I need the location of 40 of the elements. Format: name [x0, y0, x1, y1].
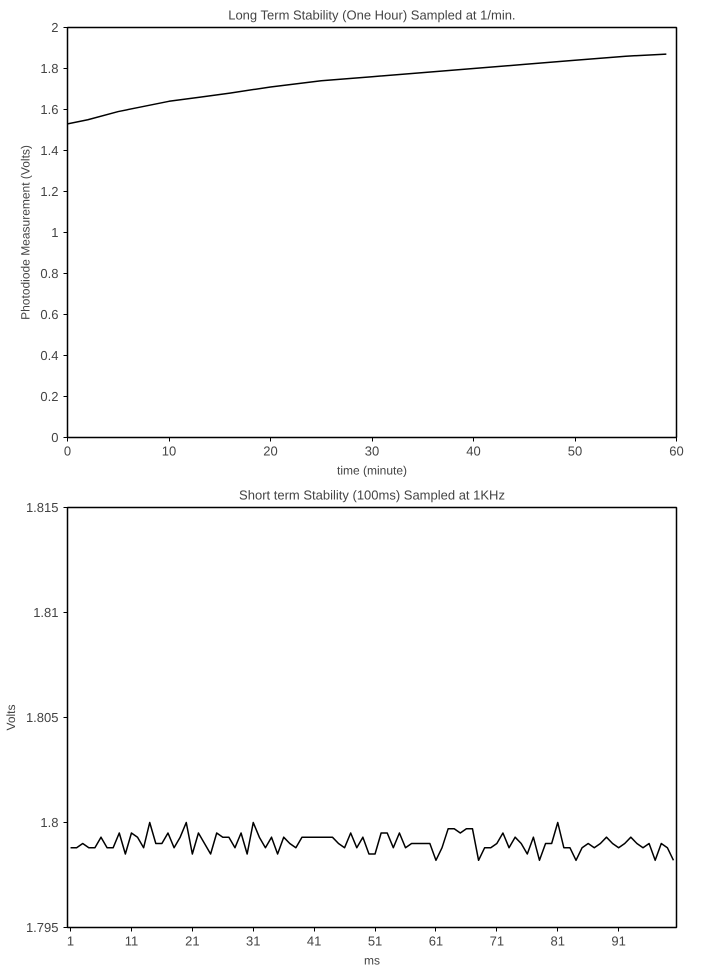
- chart-title: Long Term Stability (One Hour) Sampled at 1/min.: [228, 8, 516, 22]
- y-tick-label: 1.6: [40, 102, 59, 117]
- x-tick-label: 0: [64, 444, 72, 458]
- x-tick-label: 61: [428, 934, 444, 948]
- y-tick-label: 0: [51, 430, 59, 445]
- x-tick-label: 51: [368, 934, 382, 948]
- x-tick-label: 60: [669, 444, 684, 458]
- y-tick-label: 1: [51, 225, 59, 240]
- y-tick-label: 0.8: [40, 266, 59, 281]
- y-tick-label: 0.2: [40, 389, 59, 404]
- x-tick-label: 11: [124, 934, 138, 948]
- x-tick-label: 30: [364, 444, 380, 458]
- x-tick-label: 10: [162, 444, 176, 458]
- x-axis-title: ms: [364, 954, 380, 968]
- x-tick-label: 20: [263, 444, 278, 458]
- y-tick-label: 1.8: [40, 815, 59, 830]
- x-tick-label: 41: [306, 934, 322, 948]
- chart-title: Short term Stability (100ms) Sampled at 1KHz: [239, 488, 505, 502]
- y-tick-label: 0.6: [40, 307, 59, 322]
- y-tick-label: 1.805: [26, 710, 59, 725]
- line-series: [70, 822, 674, 862]
- y-tick-label: 1.815: [26, 500, 59, 515]
- x-tick-label: 91: [611, 934, 626, 948]
- y-tick-label: 1.4: [40, 143, 59, 158]
- y-tick-label: 1.795: [26, 920, 59, 935]
- y-tick-label: 2: [51, 20, 59, 35]
- y-tick-label: 1.81: [33, 605, 59, 620]
- y-axis-title: Photodiode Measurement (Volts): [18, 145, 32, 320]
- x-tick-label: 31: [246, 934, 260, 948]
- x-tick-label: 50: [568, 444, 582, 458]
- x-tick-label: 71: [490, 934, 504, 948]
- x-tick-label: 21: [185, 934, 200, 948]
- x-tick-label: 81: [550, 934, 565, 948]
- y-tick-label: 1.2: [40, 184, 59, 199]
- x-tick-label: 40: [466, 444, 481, 458]
- x-tick-label: 1: [66, 934, 74, 948]
- y-axis-title: Volts: [4, 704, 18, 731]
- x-axis-title: time (minute): [336, 464, 408, 478]
- y-tick-label: 0.4: [40, 348, 59, 363]
- y-tick-label: 1.8: [40, 61, 59, 76]
